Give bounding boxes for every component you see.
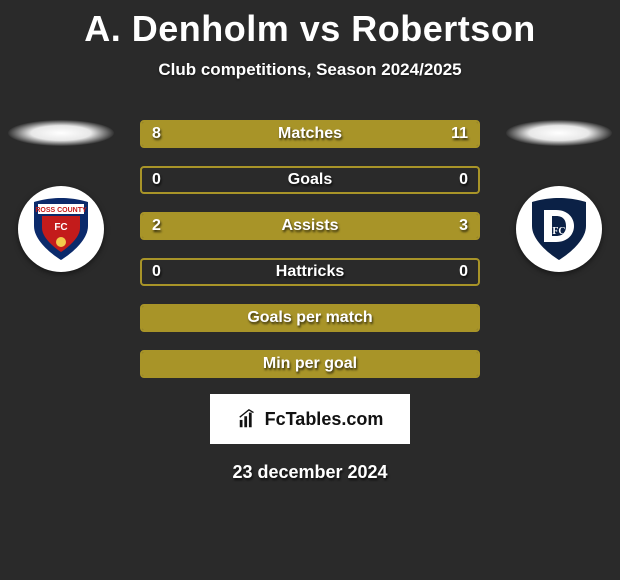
spotlight-left: [8, 120, 114, 146]
club-logo-right: FC: [516, 186, 602, 272]
spotlight-right: [506, 120, 612, 146]
stat-value-right: 11: [451, 125, 468, 143]
page-title: A. Denholm vs Robertson: [0, 0, 620, 50]
player2-name: Robertson: [351, 8, 536, 49]
right-logo-column: FC: [504, 120, 614, 272]
chart-icon: [237, 408, 259, 430]
fill-left: [142, 122, 283, 146]
date-label: 23 december 2024: [0, 462, 620, 483]
stat-value-right: 3: [459, 217, 468, 235]
svg-text:FC: FC: [552, 226, 565, 237]
stat-value-left: 0: [152, 263, 161, 281]
attribution-box: FcTables.com: [210, 394, 410, 444]
subtitle: Club competitions, Season 2024/2025: [0, 60, 620, 80]
stat-label: Min per goal: [263, 355, 357, 373]
stat-value-left: 8: [152, 125, 161, 143]
stat-bar-min-per-goal: Min per goal: [140, 350, 480, 378]
stat-bars: 8 11 Matches 0 0 Goals 2 3 Assists 0 0 Hattricks Goa…: [140, 120, 480, 378]
dundee-badge-icon: FC: [524, 194, 594, 264]
comparison-content: ROSS COUNTY FC FC 8 11 Matches 0 0 Goals 2 3 Ass…: [0, 120, 620, 378]
stat-bar-hattricks: 0 0 Hattricks: [140, 258, 480, 286]
vs-label: vs: [300, 8, 341, 49]
stat-bar-goals: 0 0 Goals: [140, 166, 480, 194]
svg-text:ROSS COUNTY: ROSS COUNTY: [35, 207, 87, 214]
ross-county-badge-icon: ROSS COUNTY FC: [26, 194, 96, 264]
stat-label: Hattricks: [276, 263, 344, 281]
stat-bar-matches: 8 11 Matches: [140, 120, 480, 148]
left-logo-column: ROSS COUNTY FC: [6, 120, 116, 272]
stat-value-left: 2: [152, 217, 161, 235]
stat-value-right: 0: [459, 171, 468, 189]
stat-label: Assists: [282, 217, 339, 235]
stat-value-right: 0: [459, 263, 468, 281]
stat-label: Goals per match: [247, 309, 372, 327]
player1-name: A. Denholm: [84, 8, 289, 49]
stat-value-left: 0: [152, 171, 161, 189]
attribution-text: FcTables.com: [265, 409, 384, 430]
fill-left: [142, 214, 276, 238]
stat-label: Goals: [288, 171, 332, 189]
club-logo-left: ROSS COUNTY FC: [18, 186, 104, 272]
stat-label: Matches: [278, 125, 342, 143]
stat-bar-assists: 2 3 Assists: [140, 212, 480, 240]
stat-bar-goals-per-match: Goals per match: [140, 304, 480, 332]
svg-text:FC: FC: [54, 222, 67, 233]
